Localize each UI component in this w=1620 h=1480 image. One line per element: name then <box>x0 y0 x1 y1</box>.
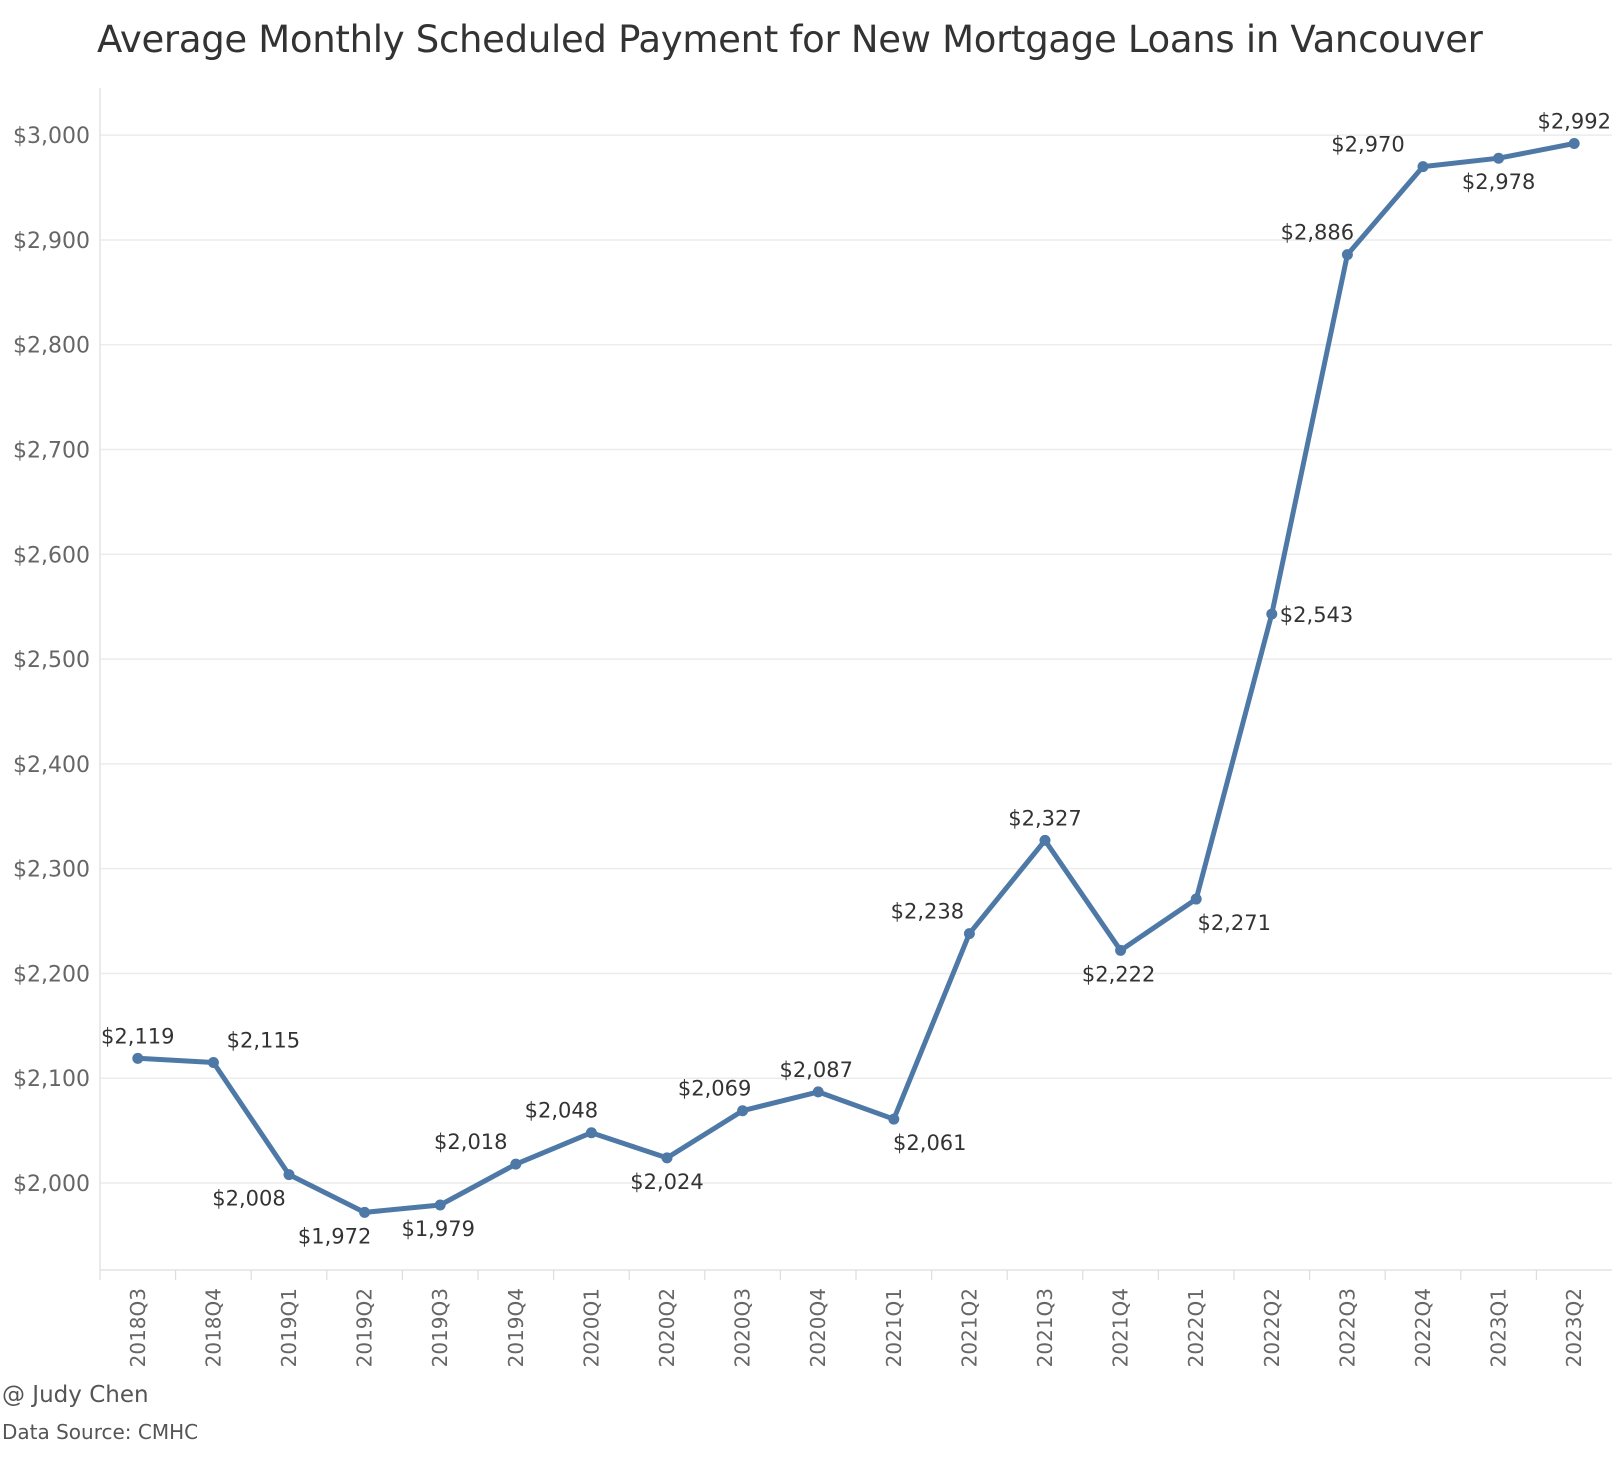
data-label: $2,238 <box>891 900 964 924</box>
data-label: $2,018 <box>434 1130 507 1154</box>
y-tick-label: $2,700 <box>13 439 90 464</box>
chart-title: Average Monthly Scheduled Payment for Ne… <box>97 18 1483 61</box>
x-tick-label: 2019Q1 <box>277 1288 301 1367</box>
y-tick-label: $2,100 <box>13 1067 90 1092</box>
x-tick-label: 2020Q4 <box>806 1288 830 1367</box>
data-point[interactable] <box>1266 608 1278 620</box>
x-tick-label: 2018Q3 <box>126 1288 150 1367</box>
data-label: $1,972 <box>298 1224 371 1248</box>
data-point[interactable] <box>132 1052 144 1064</box>
x-tick-label: 2021Q2 <box>957 1288 981 1367</box>
x-tick-label: 2019Q4 <box>504 1288 528 1367</box>
data-point[interactable] <box>1568 138 1580 150</box>
data-point[interactable] <box>1417 161 1429 173</box>
data-label: $2,222 <box>1082 962 1155 986</box>
data-point[interactable] <box>1039 834 1051 846</box>
data-label: $2,543 <box>1280 603 1353 627</box>
data-point[interactable] <box>359 1206 371 1218</box>
y-tick-label: $2,900 <box>13 229 90 254</box>
y-tick-label: $2,300 <box>13 858 90 883</box>
author-credit: @ Judy Chen <box>2 1382 149 1408</box>
data-label: $2,008 <box>212 1187 285 1211</box>
axes <box>99 88 1612 1271</box>
x-tick-label: 2021Q3 <box>1033 1288 1057 1367</box>
data-labels: $2,119 $2,115 $2,008 $1,972 $1,979 $2,018 $2,0… <box>101 110 1611 1249</box>
y-tick-label: $2,600 <box>13 543 90 568</box>
data-point[interactable] <box>888 1113 900 1125</box>
data-point[interactable] <box>1493 152 1505 164</box>
data-label: $2,087 <box>779 1058 852 1082</box>
x-axis-ticks: 2018Q3 2018Q4 2019Q1 2019Q2 2019Q3 2019Q4 2020… <box>99 1270 1586 1367</box>
y-tick-label: $2,400 <box>13 753 90 778</box>
y-tick-label: $3,000 <box>13 124 90 149</box>
series-points <box>132 138 1580 1218</box>
y-tick-label: $2,500 <box>13 648 90 673</box>
data-point[interactable] <box>1190 893 1202 905</box>
data-label: $2,327 <box>1008 806 1081 830</box>
data-point[interactable] <box>1115 944 1127 956</box>
x-tick-label: 2023Q1 <box>1487 1288 1511 1367</box>
x-tick-label: 2022Q4 <box>1411 1288 1435 1367</box>
data-point[interactable] <box>737 1105 749 1117</box>
data-label: $2,978 <box>1462 170 1535 194</box>
data-point[interactable] <box>585 1127 597 1139</box>
x-tick-label: 2018Q4 <box>201 1288 225 1367</box>
gridlines <box>100 134 1612 1184</box>
data-point[interactable] <box>510 1158 522 1170</box>
x-tick-label: 2019Q3 <box>428 1288 452 1367</box>
x-tick-label: 2020Q1 <box>579 1288 603 1367</box>
data-label: $2,271 <box>1197 911 1270 935</box>
data-label: $2,115 <box>227 1029 300 1053</box>
x-tick-label: 2021Q1 <box>882 1288 906 1367</box>
data-point[interactable] <box>207 1057 219 1069</box>
x-tick-label: 2019Q2 <box>353 1288 377 1367</box>
data-label: $2,886 <box>1281 221 1354 245</box>
data-label: $2,992 <box>1537 110 1610 134</box>
x-tick-label: 2022Q1 <box>1184 1288 1208 1367</box>
data-point[interactable] <box>661 1152 673 1164</box>
data-point[interactable] <box>434 1199 446 1211</box>
data-label: $2,024 <box>630 1170 703 1194</box>
data-label: $2,119 <box>101 1024 174 1048</box>
data-label: $2,048 <box>525 1099 598 1123</box>
data-label: $2,970 <box>1331 133 1404 157</box>
x-tick-label: 2022Q2 <box>1260 1288 1284 1367</box>
series-line <box>135 141 1577 1215</box>
data-point[interactable] <box>812 1086 824 1098</box>
x-tick-label: 2020Q3 <box>731 1288 755 1367</box>
y-tick-label: $2,000 <box>13 1172 90 1197</box>
data-point[interactable] <box>963 928 975 940</box>
y-tick-label: $2,800 <box>13 334 90 359</box>
series-line-group <box>135 141 1577 1215</box>
data-point[interactable] <box>283 1169 295 1181</box>
data-source-note: Data Source: CMHC <box>2 1420 199 1444</box>
x-tick-label: 2022Q3 <box>1335 1288 1359 1367</box>
data-label: $1,979 <box>401 1217 474 1241</box>
x-tick-label: 2020Q2 <box>655 1288 679 1367</box>
y-tick-label: $2,200 <box>13 962 90 987</box>
data-point[interactable] <box>1341 249 1353 261</box>
x-tick-label: 2021Q4 <box>1109 1288 1133 1367</box>
data-label: $2,069 <box>678 1077 751 1101</box>
x-tick-label: 2023Q2 <box>1562 1288 1586 1367</box>
data-label: $2,061 <box>893 1131 966 1155</box>
y-axis-ticks: $2,000 $2,100 $2,200 $2,300 $2,400 $2,500 $2,6… <box>13 124 90 1197</box>
